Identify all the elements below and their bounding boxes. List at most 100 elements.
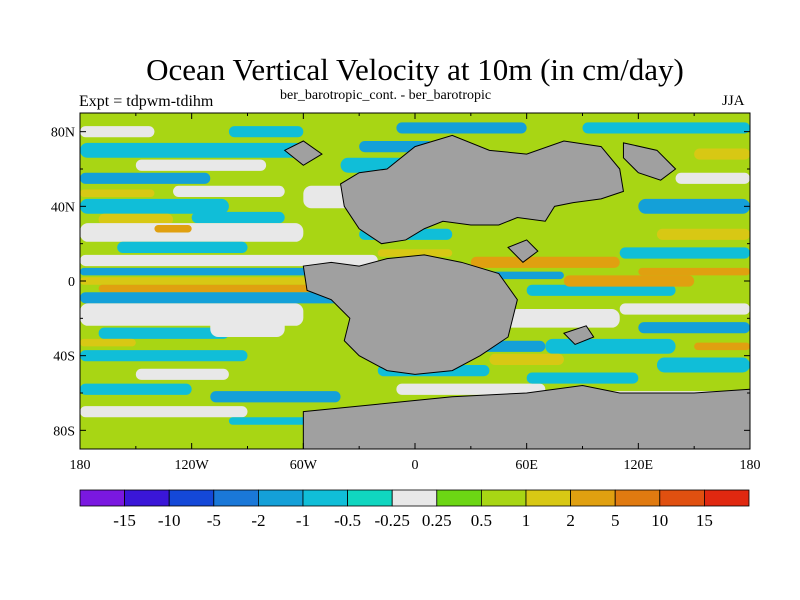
colorbar-swatch xyxy=(302,489,348,507)
x-axis: 180 120W 60W 0 60E 120E 180 xyxy=(70,113,761,473)
colorbar-swatch xyxy=(168,489,215,507)
field-patch xyxy=(210,314,285,337)
colorbar-label: -1 xyxy=(296,511,310,530)
field-patch xyxy=(675,172,750,184)
field-patch xyxy=(98,284,341,293)
land-mass xyxy=(507,239,539,263)
field-patch xyxy=(470,256,620,268)
colorbar-label: -15 xyxy=(113,511,136,530)
x-tick-label: 120W xyxy=(175,458,210,473)
field-patch xyxy=(656,228,750,240)
colorbar-swatch xyxy=(570,489,616,507)
field-patch xyxy=(694,342,750,351)
field-patch xyxy=(80,350,248,362)
field-patch xyxy=(526,372,639,384)
colorbar-swatch xyxy=(525,489,571,507)
field-patch xyxy=(545,338,676,354)
field-patch xyxy=(210,391,341,403)
colorbar-label: -0.5 xyxy=(334,511,361,530)
x-tick-label: 0 xyxy=(412,458,419,473)
land-mass xyxy=(302,254,518,375)
colorbar-swatch xyxy=(213,489,259,507)
y-tick-label: 80S xyxy=(53,424,75,439)
field-patch xyxy=(80,198,229,214)
field-patch xyxy=(80,172,211,184)
colorbar-label: -5 xyxy=(207,511,221,530)
field-patch xyxy=(80,223,304,242)
field-patch xyxy=(489,353,564,365)
colorbar-label: -2 xyxy=(251,511,265,530)
field-patch xyxy=(80,254,378,267)
chart-title: Ocean Vertical Velocity at 10m (in cm/da… xyxy=(146,52,684,87)
field-patch xyxy=(694,148,750,160)
field-patch xyxy=(154,225,192,233)
x-tick-label: 180 xyxy=(70,458,91,473)
x-tick-label: 60E xyxy=(515,458,538,473)
colorbar: -15 -10 -5 -2 -1 -0.5 -0.25 0.25 0.5 1 2 5 10 15 xyxy=(79,489,750,530)
field-patch xyxy=(638,198,750,214)
colorbar-swatch xyxy=(257,489,304,507)
field-patch xyxy=(80,189,155,197)
field-patch xyxy=(80,338,136,347)
field-patch xyxy=(98,213,174,225)
colorbar-swatch xyxy=(436,489,482,507)
land-mass xyxy=(302,385,750,449)
y-tick-label: 40S xyxy=(53,350,75,365)
x-tick-label: 60W xyxy=(290,458,318,473)
x-tick-label: 120E xyxy=(624,458,654,473)
land-mass xyxy=(622,142,677,181)
field-patch xyxy=(377,249,453,257)
field-patch xyxy=(619,303,750,315)
colorbar-label: -0.25 xyxy=(374,511,409,530)
field-patch xyxy=(135,368,229,380)
map-area xyxy=(80,113,750,449)
field-patch xyxy=(656,357,750,373)
colorbar-swatch xyxy=(124,489,170,507)
colorbar-label: 10 xyxy=(651,511,668,530)
field-patch xyxy=(80,383,192,395)
field-patch xyxy=(98,327,229,339)
land-mass xyxy=(283,140,323,166)
field-patch xyxy=(80,406,248,418)
field-patch xyxy=(563,275,695,287)
field-patch xyxy=(135,159,267,171)
y-axis: 80N 40N 0 40S 80S xyxy=(51,126,750,439)
field-patch xyxy=(396,122,527,134)
field-patch xyxy=(228,126,304,138)
field-patch xyxy=(582,122,750,134)
season-label: JJA xyxy=(722,93,745,109)
y-tick-label: 40N xyxy=(51,200,75,215)
field-patch xyxy=(117,241,248,253)
colorbar-label: -10 xyxy=(158,511,181,530)
colorbar-label: 2 xyxy=(566,511,575,530)
colorbar-label: 5 xyxy=(611,511,620,530)
field-patch xyxy=(80,126,155,138)
field-patch xyxy=(396,383,546,395)
subtitle-label: ber_barotropic_cont. - ber_barotropic xyxy=(280,88,492,103)
field-patch xyxy=(80,292,378,304)
colorbar-swatch xyxy=(704,489,750,507)
field-patch xyxy=(526,284,676,296)
colorbar-swatch xyxy=(659,489,705,507)
y-tick-label: 80N xyxy=(51,126,75,141)
colorbar-swatch xyxy=(347,489,393,507)
land-mass xyxy=(340,134,625,245)
y-tick-label: 0 xyxy=(68,275,75,290)
experiment-label: Expt = tdpwm-tdihm xyxy=(79,93,214,110)
field-patch xyxy=(80,142,304,158)
field-patch xyxy=(80,277,378,285)
colorbar-swatch xyxy=(614,489,661,507)
colorbar-swatch xyxy=(79,489,125,507)
field-patch xyxy=(173,185,285,197)
colorbar-swatch xyxy=(480,489,527,507)
field-patch xyxy=(191,211,285,224)
colorbar-label: 15 xyxy=(696,511,713,530)
colorbar-label: 1 xyxy=(522,511,531,530)
colorbar-label: 0.5 xyxy=(471,511,492,530)
field-patch xyxy=(489,309,620,328)
colorbar-label: 0.25 xyxy=(422,511,452,530)
x-tick-label: 180 xyxy=(740,458,761,473)
land-mass xyxy=(562,325,595,346)
field-patch xyxy=(638,322,750,334)
